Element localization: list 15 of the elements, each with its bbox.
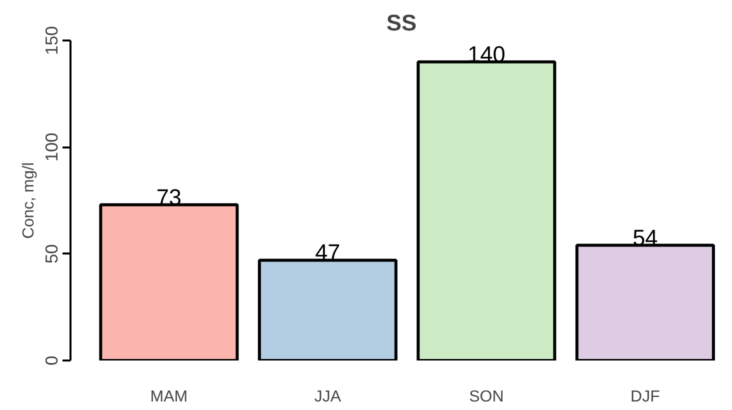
y-tick-label: 0	[42, 356, 62, 366]
y-tick-label: 150	[42, 26, 62, 55]
bar	[575, 244, 715, 360]
y-axis-title: Conc, mg/l	[20, 162, 38, 239]
y-tick-label: 100	[42, 132, 62, 162]
bar	[258, 258, 398, 360]
data-label: 47	[315, 239, 340, 266]
x-tick-label: MAM	[150, 388, 188, 406]
x-tick-label: SON	[469, 388, 504, 406]
bar	[416, 60, 556, 360]
bar	[99, 203, 239, 360]
x-tick-label: JJA	[314, 388, 342, 406]
x-tick-label: DJF	[630, 388, 660, 406]
y-tick-label: 50	[42, 244, 62, 264]
chart-title: SS	[386, 10, 417, 36]
